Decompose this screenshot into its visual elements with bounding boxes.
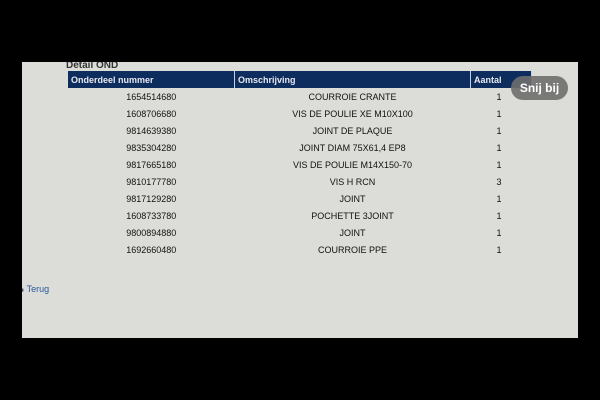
part-number-cell: 9817129280: [126, 193, 177, 204]
description-cell: COURROIE PPE: [317, 244, 387, 255]
quantity-cell: 1: [496, 125, 502, 136]
crop-button[interactable]: Snij bij: [511, 76, 568, 100]
part-number-cell: 1654514680: [126, 91, 177, 102]
part-number-cell: 9814639380: [126, 125, 177, 136]
quantity-cell: 3: [496, 176, 502, 187]
table-row: 9817665180 VIS DE POULIE M14X150-70 1: [68, 156, 532, 173]
part-number-cell: 1692660480: [126, 244, 177, 255]
back-link[interactable]: ■Terug: [22, 284, 49, 294]
quantity-cell: 1: [496, 210, 502, 221]
description-cell: VIS H RCN: [329, 176, 376, 187]
table-row: 9814639380 JOINT DE PLAQUE 1: [68, 122, 532, 139]
description-cell: VIS DE POULIE XE M10X100: [292, 108, 413, 119]
table-row: 1692660480 COURROIE PPE 1: [68, 241, 532, 258]
description-cell: VIS DE POULIE M14X150-70: [292, 159, 413, 170]
table-header-row: Onderdeel nummer Omschrijving Aantal: [68, 71, 532, 88]
quantity-cell: 1: [496, 159, 502, 170]
quantity-cell: 1: [496, 108, 502, 119]
table-row: 9810177780 VIS H RCN 3: [68, 173, 532, 190]
table-row: 1608706680 VIS DE POULIE XE M10X100 1: [68, 105, 532, 122]
description-cell: POCHETTE 3JOINT: [311, 210, 394, 221]
table-row: 9817129280 JOINT 1: [68, 190, 532, 207]
table-row: 1654514680 COURROIE CRANTE 1: [68, 88, 532, 105]
column-header-part-number[interactable]: Onderdeel nummer: [68, 71, 235, 88]
part-number-cell: 9810177780: [126, 176, 177, 187]
description-cell: JOINT: [339, 193, 366, 204]
quantity-cell: 1: [496, 227, 502, 238]
part-number-cell: 9800894880: [126, 227, 177, 238]
description-cell: COURROIE CRANTE: [308, 91, 397, 102]
description-cell: JOINT DIAM 75X61,4 EP8: [299, 142, 406, 153]
section-title: Detail OND: [66, 62, 119, 71]
table-row: 1608733780 POCHETTE 3JOINT 1: [68, 207, 532, 224]
quantity-cell: 1: [496, 91, 502, 102]
back-link-label[interactable]: Terug: [26, 284, 50, 294]
parts-table: Onderdeel nummer Omschrijving Aantal 165…: [68, 71, 532, 258]
table-row: 9835304280 JOINT DIAM 75X61,4 EP8 1: [68, 139, 532, 156]
quantity-cell: 1: [496, 244, 502, 255]
table-row: 9800894880 JOINT 1: [68, 224, 532, 241]
screen-photo: Detail OND Onderdeel nummer Omschrijving…: [22, 62, 578, 338]
part-number-cell: 9817665180: [126, 159, 177, 170]
description-cell: JOINT DE PLAQUE: [312, 125, 393, 136]
quantity-cell: 1: [496, 142, 502, 153]
column-header-description[interactable]: Omschrijving: [234, 71, 471, 88]
quantity-cell: 1: [496, 193, 502, 204]
description-cell: JOINT: [339, 227, 366, 238]
part-number-cell: 9835304280: [126, 142, 177, 153]
bullet-icon: ■: [22, 288, 24, 294]
part-number-cell: 1608733780: [126, 210, 177, 221]
part-number-cell: 1608706680: [126, 108, 177, 119]
